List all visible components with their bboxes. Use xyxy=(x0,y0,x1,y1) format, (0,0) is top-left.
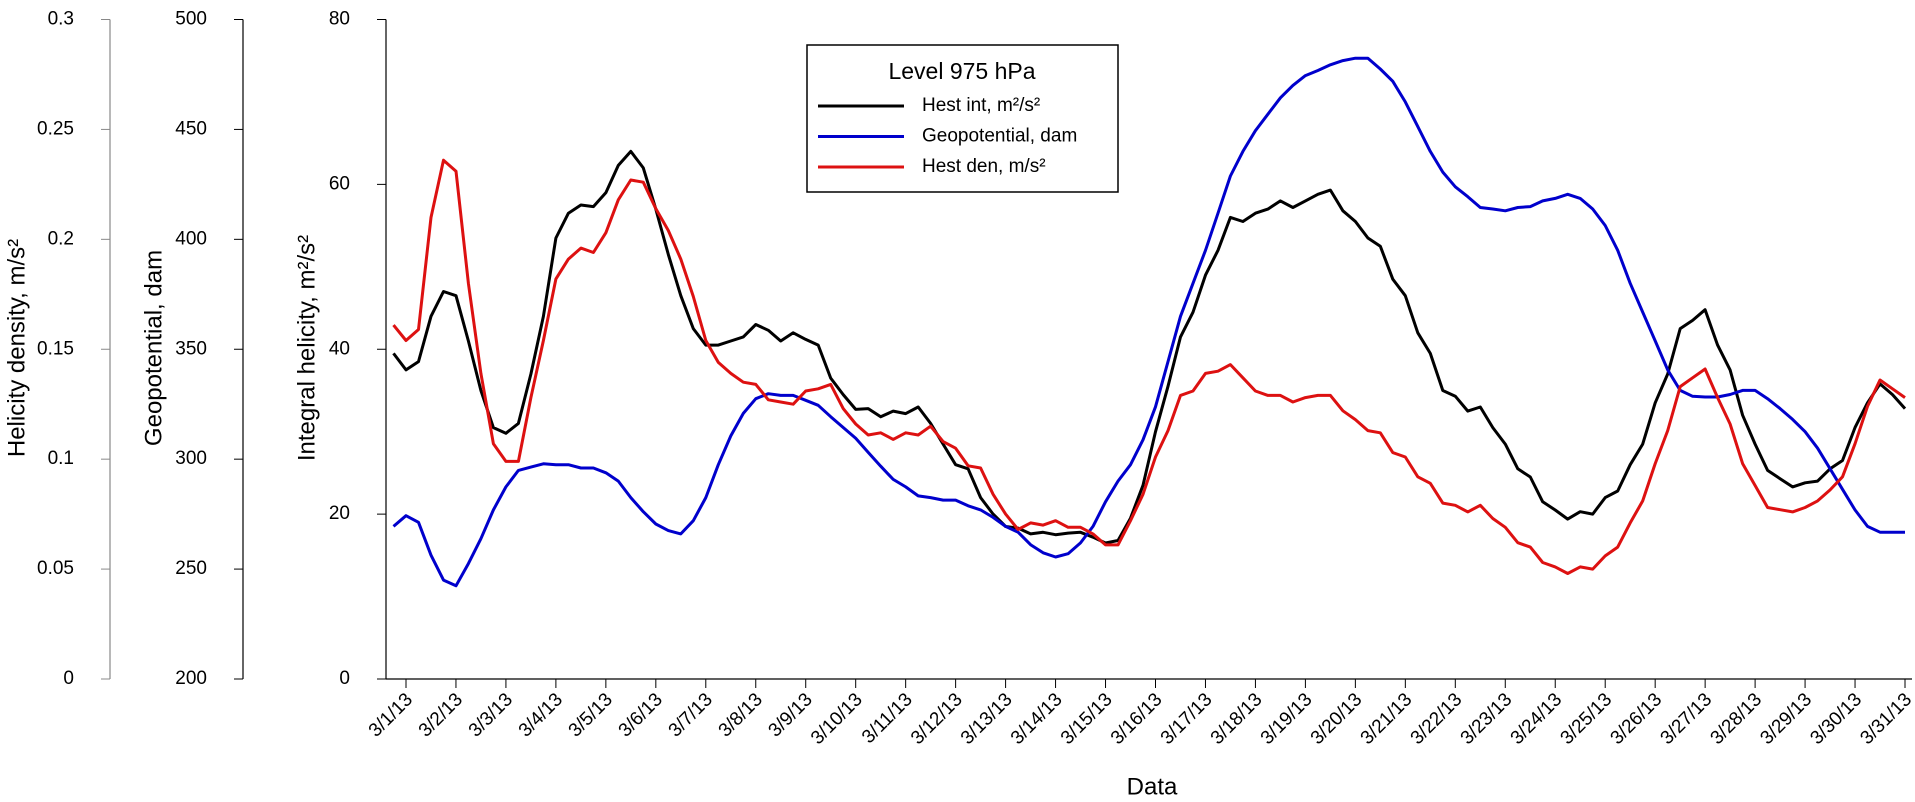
x-tick-label: 3/14/13 xyxy=(1007,689,1067,749)
series-line xyxy=(392,56,1905,588)
x-tick-label: 3/16/13 xyxy=(1107,689,1167,749)
y3-tick-label: 0 xyxy=(63,668,74,689)
x-tick-label: 3/7/13 xyxy=(665,689,717,741)
y3-tick-label: 0.3 xyxy=(48,9,74,30)
y3-axis-label: Helicity density, m/s² xyxy=(3,239,30,457)
x-tick-label: 3/27/13 xyxy=(1657,689,1717,749)
y-tick-label: 0 xyxy=(339,668,350,689)
legend-label: Hest int, m²/s² xyxy=(922,95,1040,116)
legend-label: Geopotential, dam xyxy=(922,126,1077,147)
series-line xyxy=(392,158,1906,575)
x-tick-label: 3/1/13 xyxy=(365,689,417,741)
x-tick-label: 3/6/13 xyxy=(615,689,667,741)
x-axis-label: Data xyxy=(1127,773,1178,800)
x-tick-label: 3/17/13 xyxy=(1157,689,1217,749)
x-tick-label: 3/12/13 xyxy=(907,689,967,749)
x-tick-label: 3/5/13 xyxy=(565,689,617,741)
y3-tick-label: 0.05 xyxy=(37,558,74,579)
x-tick-label: 3/3/13 xyxy=(465,689,517,741)
y2-tick-label: 350 xyxy=(175,338,207,359)
y-tick-label: 20 xyxy=(329,503,350,524)
x-tick-label: 3/18/13 xyxy=(1207,689,1267,749)
x-tick-label: 3/2/13 xyxy=(415,689,467,741)
x-tick-label: 3/10/13 xyxy=(807,689,867,749)
x-tick-label: 3/22/13 xyxy=(1407,689,1467,749)
x-tick-label: 3/11/13 xyxy=(858,689,917,748)
y2-tick-label: 300 xyxy=(175,448,207,469)
y-axis-label: Integral helicity, m²/s² xyxy=(293,235,320,461)
y-tick-label: 40 xyxy=(329,338,350,359)
legend-title: Level 975 hPa xyxy=(888,58,1035,84)
y-tick-label: 60 xyxy=(329,173,350,194)
series-line xyxy=(392,149,1907,545)
x-tick-label: 3/26/13 xyxy=(1607,689,1667,749)
x-tick-label: 3/20/13 xyxy=(1307,689,1367,749)
y2-tick-label: 200 xyxy=(175,668,207,689)
x-tick-label: 3/29/13 xyxy=(1756,689,1816,749)
x-tick-label: 3/21/13 xyxy=(1357,689,1417,749)
x-tick-label: 3/19/13 xyxy=(1257,689,1317,749)
y3-tick-label: 0.2 xyxy=(48,228,74,249)
x-tick-label: 3/24/13 xyxy=(1507,689,1567,749)
y2-tick-label: 250 xyxy=(175,558,207,579)
x-tick-label: 3/30/13 xyxy=(1806,689,1866,749)
x-tick-label: 3/28/13 xyxy=(1707,689,1767,749)
x-tick-label: 3/31/13 xyxy=(1856,689,1915,749)
y-tick-label: 80 xyxy=(329,9,350,30)
y2-tick-label: 500 xyxy=(175,9,207,30)
y2-tick-label: 450 xyxy=(175,118,207,139)
y3-tick-label: 0.15 xyxy=(37,338,74,359)
x-tick-label: 3/13/13 xyxy=(957,689,1017,749)
x-tick-label: 3/4/13 xyxy=(515,689,567,741)
y2-axis-label: Geopotential, dam xyxy=(140,250,167,446)
legend-label: Hest den, m/s² xyxy=(922,156,1046,177)
x-tick-label: 3/23/13 xyxy=(1457,689,1517,749)
y3-tick-label: 0.25 xyxy=(37,118,74,139)
y3-tick-label: 0.1 xyxy=(48,448,74,469)
x-tick-label: 3/15/13 xyxy=(1057,689,1117,749)
x-tick-label: 3/8/13 xyxy=(715,689,767,741)
y2-tick-label: 400 xyxy=(175,228,207,249)
x-tick-label: 3/25/13 xyxy=(1557,689,1617,749)
